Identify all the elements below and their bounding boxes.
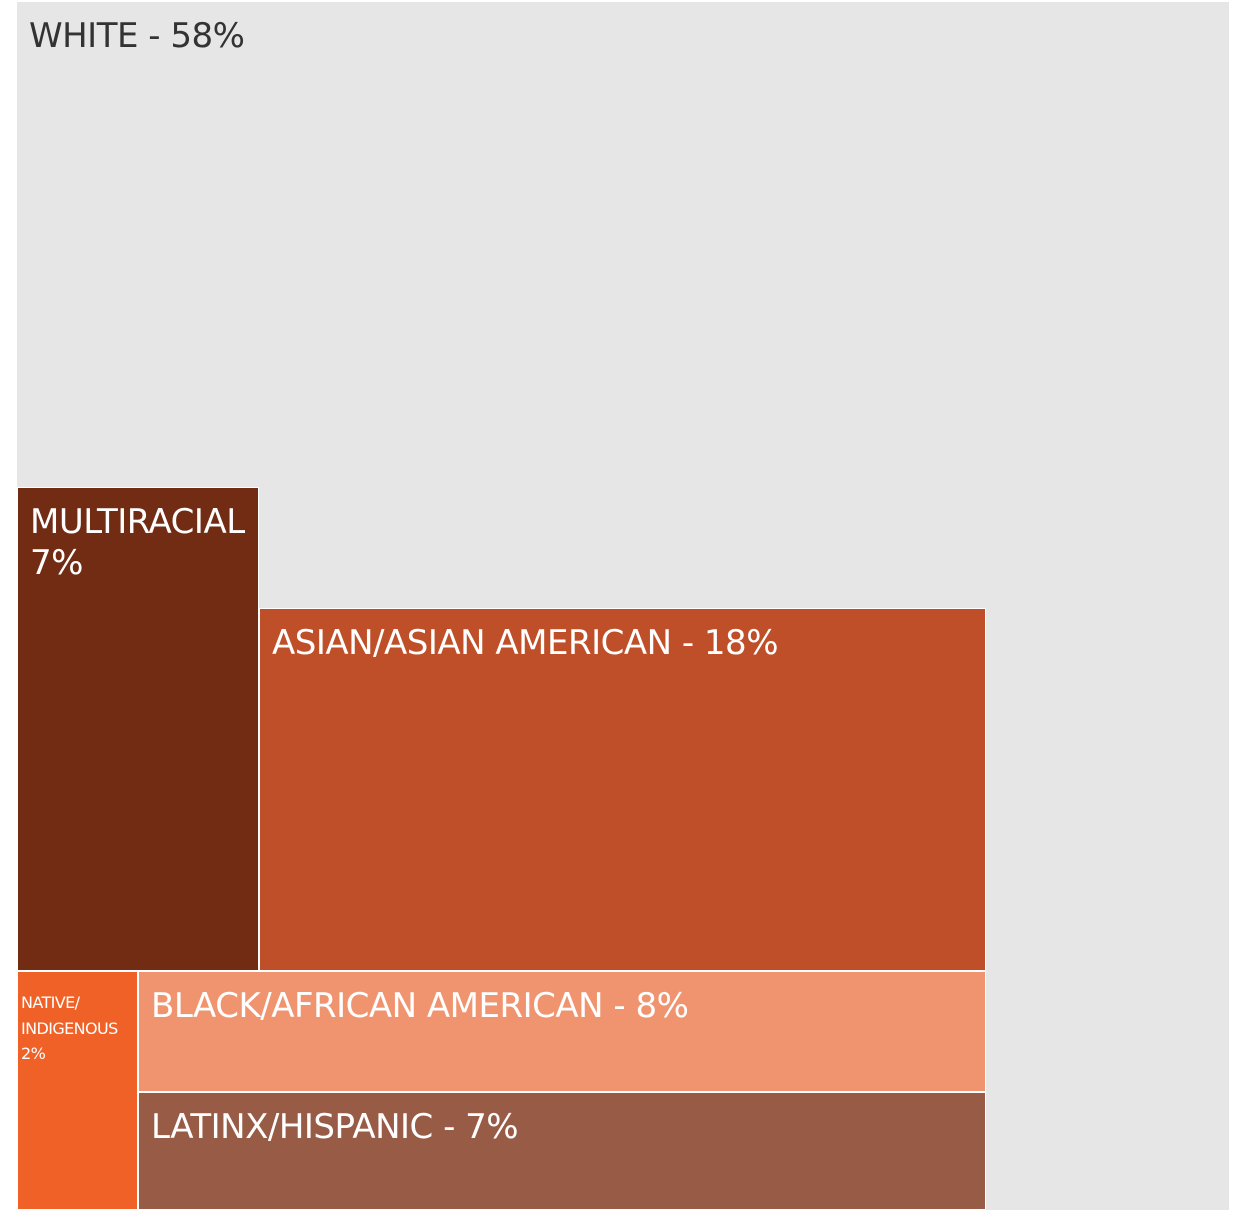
treemap-label-latinx-hispanic: LATINX/HISPANIC - 7% bbox=[151, 1107, 519, 1147]
treemap-tile-black-african-american: BLACK/AFRICAN AMERICAN - 8% bbox=[138, 971, 986, 1092]
treemap-tile-native-indigenous: NATIVE/ INDIGENOUS 2% bbox=[17, 971, 138, 1210]
treemap-label-multiracial: MULTIRACIAL 7% bbox=[30, 502, 245, 584]
treemap-tile-multiracial: MULTIRACIAL 7% bbox=[17, 487, 259, 971]
treemap-tile-latinx-hispanic: LATINX/HISPANIC - 7% bbox=[138, 1092, 986, 1210]
treemap-label-black-african-american: BLACK/AFRICAN AMERICAN - 8% bbox=[151, 986, 689, 1026]
treemap-label-asian-asian-american: ASIAN/ASIAN AMERICAN - 18% bbox=[272, 623, 779, 663]
treemap-tile-asian-asian-american: ASIAN/ASIAN AMERICAN - 18% bbox=[259, 608, 986, 971]
treemap-label-native-indigenous: NATIVE/ INDIGENOUS 2% bbox=[21, 993, 118, 1064]
treemap-label-white: WHITE - 58% bbox=[29, 16, 245, 56]
